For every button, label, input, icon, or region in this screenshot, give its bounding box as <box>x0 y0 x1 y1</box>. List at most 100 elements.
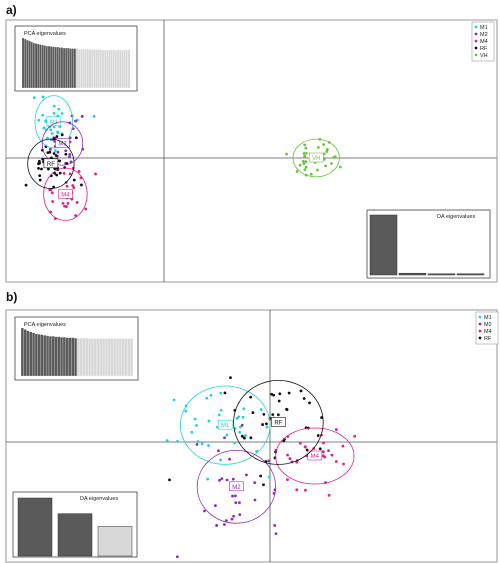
point-m4 <box>66 201 70 205</box>
pca-eigen-bar <box>34 43 38 89</box>
point-m2 <box>224 519 228 523</box>
pca-eigen-bar <box>114 49 118 89</box>
point-m4 <box>72 186 76 189</box>
pca-eigen-bar <box>86 48 90 89</box>
pca-eigen-bar <box>113 338 117 377</box>
point-m4 <box>327 449 330 453</box>
point-m4 <box>323 455 327 459</box>
pca-eigen-bar <box>108 49 111 89</box>
point-m2 <box>68 155 71 159</box>
pca-eigen-bar <box>110 338 114 377</box>
point-m4 <box>327 493 331 497</box>
point-rf <box>272 393 275 397</box>
pca-eigen-bar <box>76 337 80 377</box>
point-rf <box>46 151 50 155</box>
point-m1 <box>37 118 41 122</box>
point-m1 <box>225 433 229 437</box>
point-rf <box>259 474 263 478</box>
point-m4 <box>334 460 338 463</box>
point-m1 <box>268 475 271 479</box>
point-m4 <box>63 204 66 208</box>
legend-label-m4: M4 <box>480 39 488 45</box>
pca-eigen-bar <box>41 44 44 89</box>
pca-eigen-bar <box>99 338 103 377</box>
da-eigen-bar <box>427 273 456 276</box>
point-rf <box>271 413 275 417</box>
pca-eigen-bar <box>26 330 30 377</box>
point-m1 <box>239 425 242 429</box>
point-rf <box>262 483 265 487</box>
point-m4 <box>84 207 88 211</box>
point-vh <box>303 168 307 172</box>
pca-eigen-bar <box>97 49 100 89</box>
point-rf <box>40 167 43 171</box>
point-m1 <box>209 393 213 397</box>
point-m1 <box>92 114 96 118</box>
pca-eigen-bar <box>52 46 55 89</box>
point-m2 <box>195 442 199 446</box>
point-rf <box>37 166 40 170</box>
pca-eigen-bar <box>26 39 29 89</box>
panel-a-da-title: DA eigenvalues <box>437 214 475 220</box>
pca-eigen-bar <box>130 338 134 377</box>
point-rf <box>223 391 227 395</box>
point-rf <box>305 448 309 452</box>
point-vh <box>322 157 326 161</box>
point-vh <box>285 152 288 156</box>
point-rf <box>38 161 42 165</box>
point-rf <box>316 434 320 437</box>
ellipse-m2 <box>196 449 276 524</box>
point-rf <box>265 422 268 426</box>
point-m2 <box>220 477 224 481</box>
pca-eigen-bar <box>23 329 27 377</box>
pca-eigen-bar <box>46 335 50 377</box>
pca-eigen-bar <box>45 45 49 89</box>
point-m2 <box>234 494 237 498</box>
point-rf <box>74 136 78 140</box>
panel-b-points <box>165 376 357 559</box>
point-m2 <box>228 457 231 461</box>
legend-marker-vh <box>474 53 478 57</box>
pca-eigen-bar <box>57 336 61 377</box>
pca-eigen-bar <box>103 49 107 89</box>
pca-eigen-bar <box>54 336 58 377</box>
panel-b-ellipses: M1 M2 M4 RF <box>179 379 355 524</box>
point-m4 <box>50 191 54 195</box>
pca-eigen-bar <box>110 49 113 89</box>
point-vh <box>303 154 307 158</box>
point-m2 <box>273 524 277 527</box>
panel-a-pca-title: PCA eigenvalues <box>24 31 66 37</box>
point-vh <box>316 146 320 149</box>
pca-eigen-bar <box>88 49 92 89</box>
pca-eigen-bar <box>28 40 31 89</box>
legend-label-rf: RF <box>484 336 492 342</box>
point-m2 <box>238 513 242 517</box>
pca-eigen-bar <box>36 43 40 89</box>
point-rf <box>54 154 58 157</box>
point-m1 <box>46 136 49 140</box>
point-vh <box>301 159 305 163</box>
point-m1 <box>176 439 179 443</box>
pca-eigen-bar <box>73 48 77 89</box>
point-m4 <box>330 453 334 457</box>
point-m1 <box>56 131 60 135</box>
point-rf <box>318 447 322 451</box>
cluster-label-m4: M4 <box>61 192 70 198</box>
point-m1 <box>42 126 46 130</box>
cluster-label-box-m4 <box>58 188 73 199</box>
point-rf <box>46 167 50 171</box>
point-m2 <box>225 478 229 482</box>
point-rf <box>240 434 244 438</box>
pca-eigen-bar <box>99 49 103 89</box>
pca-eigen-bar <box>34 333 38 377</box>
point-m1 <box>52 125 56 129</box>
pca-eigen-bar <box>80 48 83 89</box>
pca-eigen-bar <box>112 49 116 89</box>
point-vh <box>309 172 313 176</box>
point-m1 <box>217 413 221 417</box>
point-rf <box>302 397 306 400</box>
point-m2 <box>64 149 68 153</box>
